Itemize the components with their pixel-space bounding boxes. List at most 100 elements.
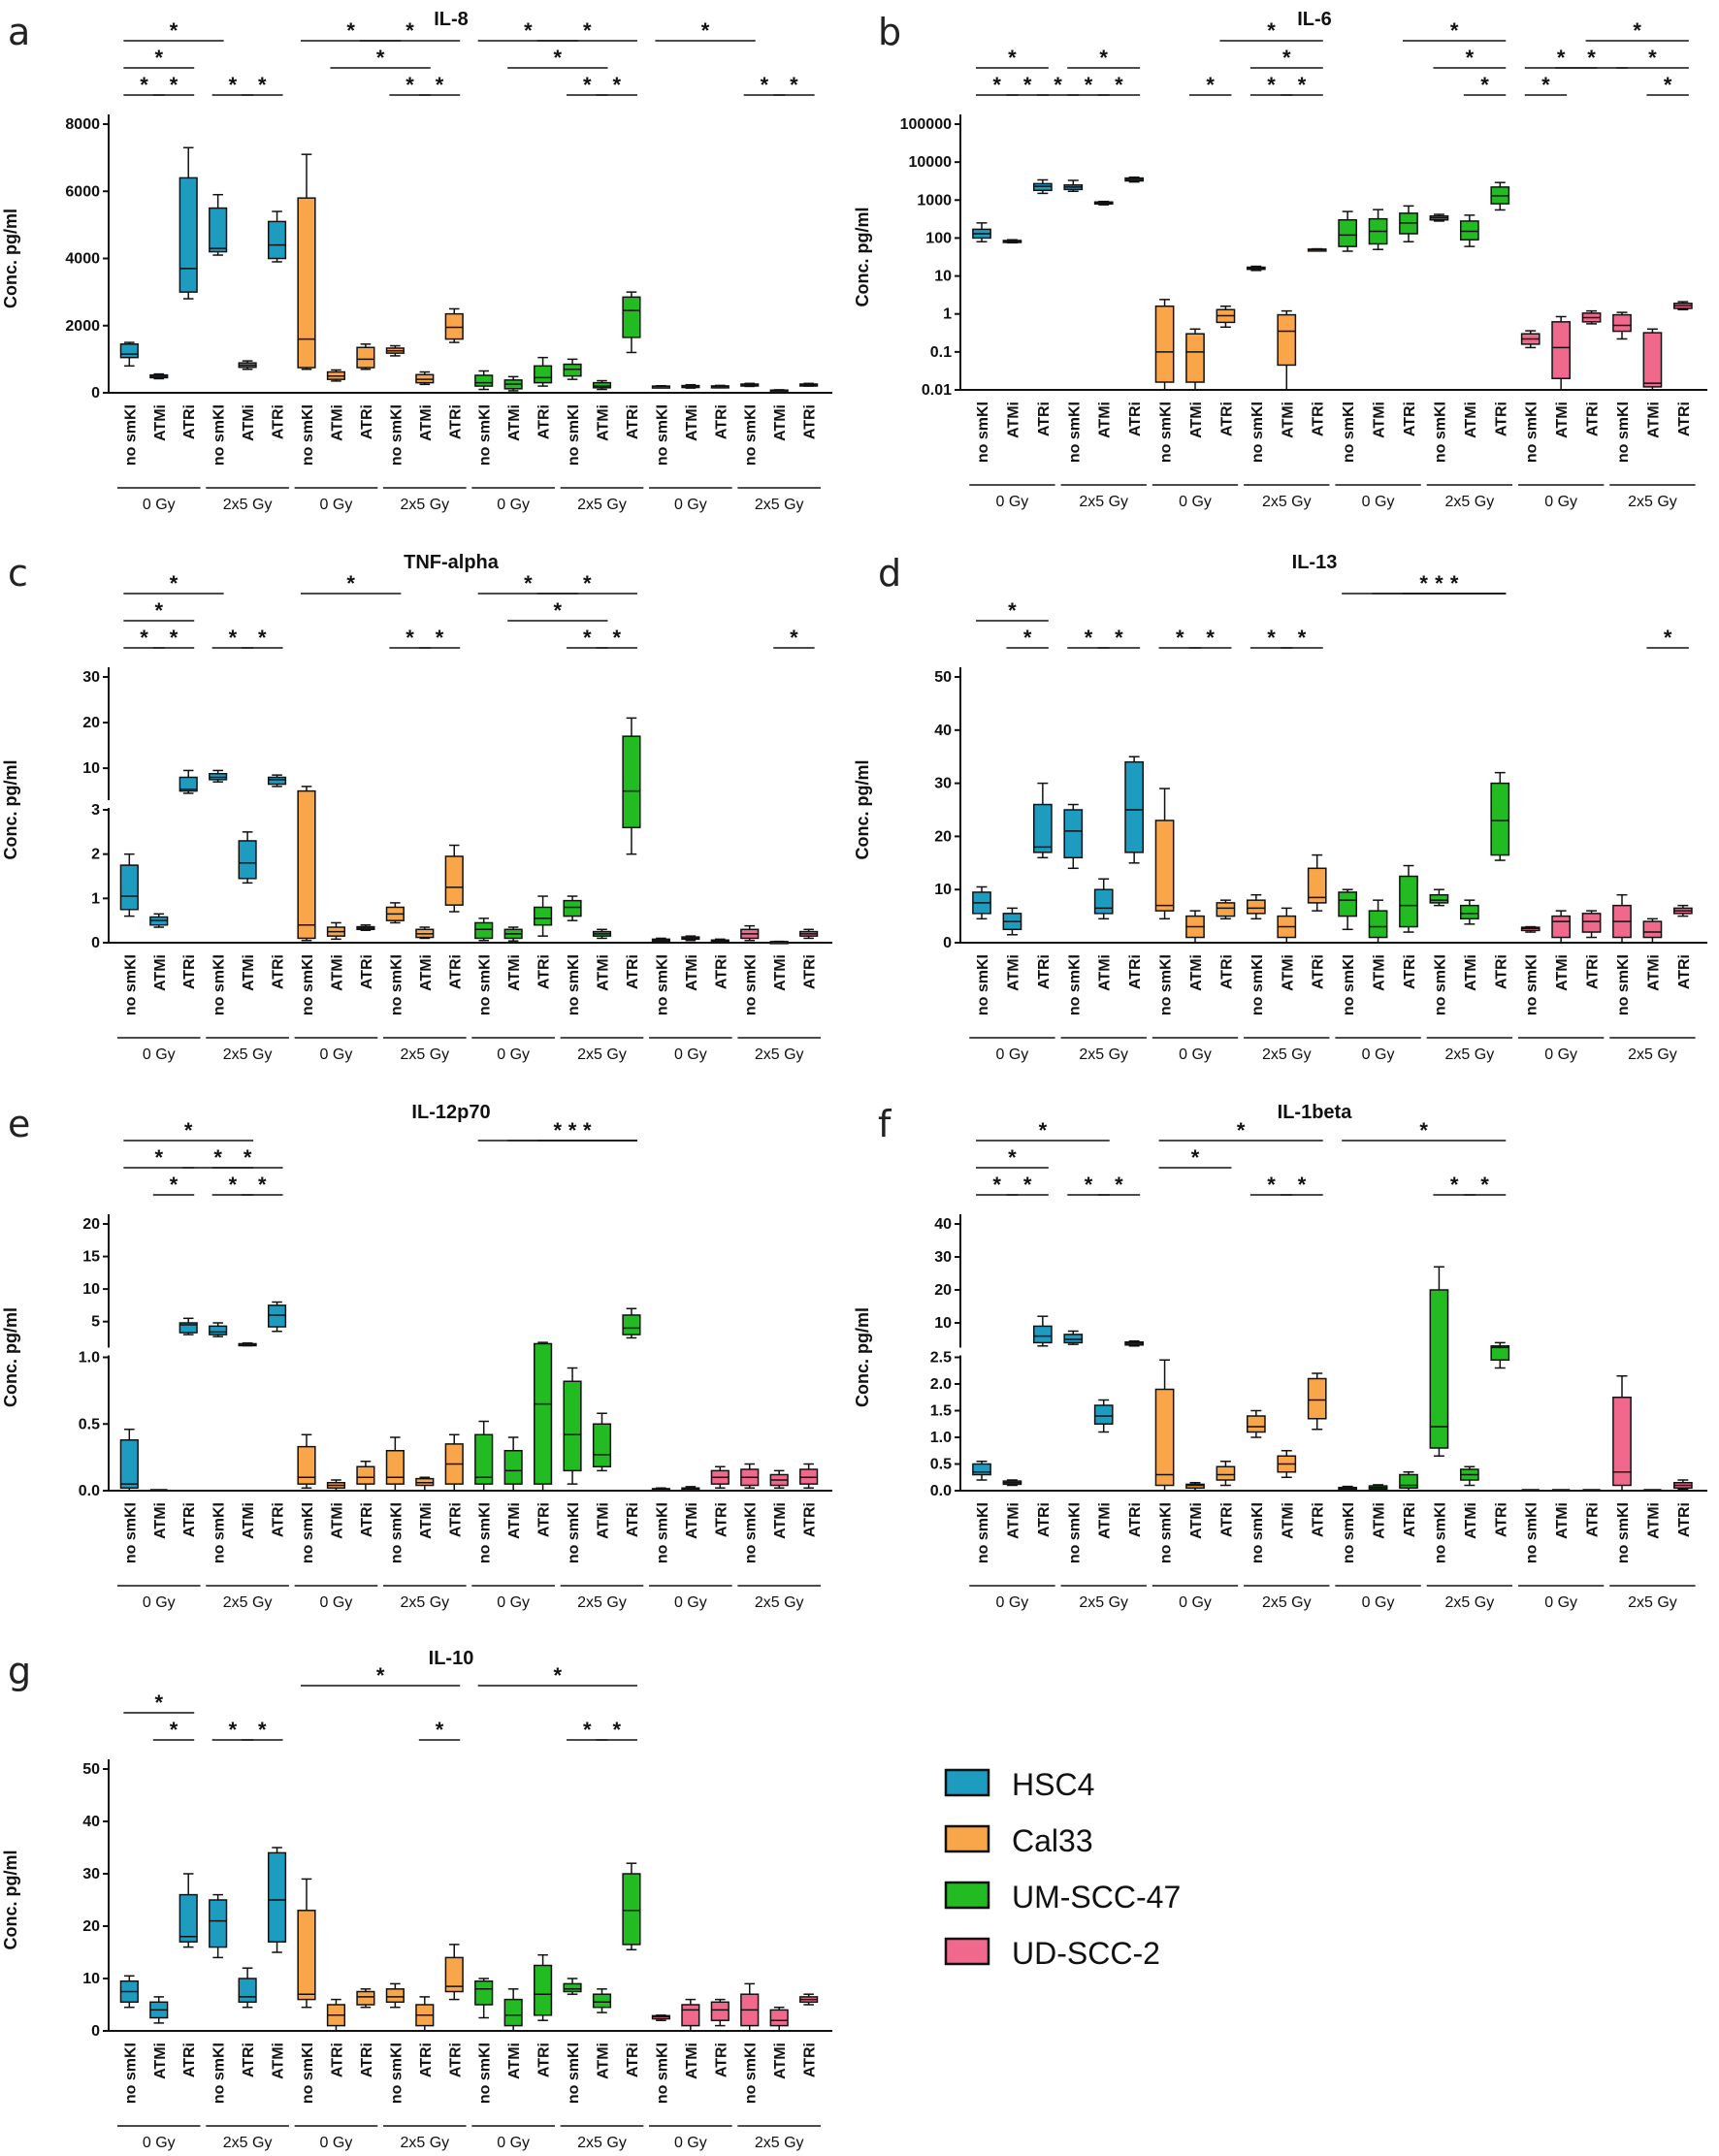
x-category-label: ATRi — [802, 954, 819, 989]
box-3 — [209, 207, 228, 253]
sig-star: * — [258, 73, 267, 97]
legend-label: UD-SCC-2 — [1012, 1936, 1160, 1971]
x-category-label: no smKI — [300, 954, 316, 1015]
box-11 — [1307, 867, 1327, 904]
sig-star: * — [1557, 46, 1566, 70]
box-2 — [178, 177, 198, 293]
y-axis-label: Conc. pg/ml — [1, 760, 20, 860]
box-15 — [1429, 893, 1449, 904]
box-13 — [503, 1450, 523, 1485]
y-axis-label: Conc. pg/ml — [1, 1850, 20, 1950]
x-category-label: ATMi — [1372, 954, 1388, 991]
y-tick-label: 10 — [934, 1315, 952, 1332]
sig-star: * — [405, 18, 414, 43]
dose-label: 2x5 Gy — [1628, 494, 1677, 510]
dose-label: 2x5 Gy — [223, 1594, 273, 1611]
panel-b: b IL-6 Conc. pg/ml 0.01 0.1 1 10 100 1000 10000 10… — [853, 9, 1707, 510]
x-category-label: ATRi — [802, 2043, 819, 2077]
sig-star: * — [258, 1173, 267, 1197]
box-3 — [1063, 809, 1084, 859]
x-category-label: no smKI — [477, 404, 494, 466]
dose-label: 2x5 Gy — [223, 497, 273, 513]
dose-label: 0 Gy — [1362, 1594, 1395, 1611]
sig-star: * — [1480, 1173, 1489, 1197]
x-category-label: ATMi — [329, 404, 345, 441]
dose-label: 0 Gy — [497, 1046, 530, 1063]
legend-swatch — [944, 1768, 990, 1797]
sig-star: * — [1008, 1145, 1017, 1170]
y-tick-label: 10 — [934, 882, 952, 898]
x-category-label: no smKI — [122, 2043, 139, 2104]
sig-star: * — [583, 626, 592, 650]
x-category-label: ATRi — [1218, 1502, 1235, 1537]
x-category-label: ATMi — [772, 954, 789, 991]
box-21 — [1612, 313, 1632, 333]
y-tick-label: 30 — [82, 1866, 100, 1882]
box-8 — [1216, 902, 1236, 917]
y-tick-label: 6000 — [65, 183, 100, 200]
sig-star: * — [1298, 73, 1307, 97]
box-4 — [1093, 1404, 1114, 1425]
box-12 — [474, 921, 494, 940]
dose-label: 0 Gy — [497, 497, 530, 513]
x-category-label: no smKI — [1341, 402, 1357, 463]
x-category-label: ATRi — [1127, 402, 1144, 436]
box-0 — [119, 343, 139, 359]
dose-label: 2x5 Gy — [1628, 1046, 1677, 1063]
dose-label: 2x5 Gy — [755, 1046, 804, 1063]
sig-star: * — [229, 1173, 238, 1197]
box-11 — [444, 312, 464, 340]
x-category-label: ATMi — [1372, 402, 1388, 438]
dose-label: 2x5 Gy — [755, 497, 804, 513]
x-category-label: ATRi — [1127, 1502, 1144, 1537]
sig-star: * — [346, 571, 355, 595]
y-tick-label: 10 — [82, 1281, 100, 1298]
box-15 — [563, 363, 582, 377]
box-22 — [1642, 332, 1663, 388]
box-6 — [297, 1445, 316, 1485]
sig-star: * — [1267, 626, 1276, 650]
box-13 — [503, 1998, 523, 2027]
dose-label: 0 Gy — [674, 497, 707, 513]
x-category-label: ATRi — [713, 1502, 730, 1537]
box-4 — [1093, 888, 1114, 915]
y-tick-label: 1000 — [917, 192, 952, 209]
x-category-label: no smKI — [1158, 1502, 1175, 1563]
y-tick-label: 0.0 — [930, 1483, 952, 1499]
sig-star: * — [1191, 1145, 1200, 1170]
x-category-label: no smKI — [654, 954, 670, 1015]
x-category-label: no smKI — [1432, 954, 1448, 1015]
axis-break — [957, 1347, 964, 1356]
y-tick-label: 10 — [934, 269, 952, 285]
x-category-label: ATRi — [1402, 1502, 1418, 1537]
x-category-label: ATMi — [1645, 402, 1662, 438]
x-category-label: no smKI — [211, 954, 228, 1015]
x-category-label: no smKI — [743, 404, 760, 466]
x-category-label: ATRi — [1676, 954, 1693, 989]
x-category-label: no smKI — [300, 1502, 316, 1563]
x-category-label: ATRi — [1311, 1502, 1327, 1537]
box-2 — [178, 1322, 198, 1334]
y-tick-label: 0 — [91, 2023, 100, 2040]
x-category-label: ATRi — [536, 1502, 553, 1537]
y-tick-label: 10 — [82, 1971, 100, 1987]
y-tick-label: 20 — [82, 1918, 100, 1935]
sig-star: * — [1267, 1173, 1276, 1197]
panel-c: c TNF-alpha Conc. pg/ml 0 1 2 3 10 20 30 no smKI AT… — [1, 552, 832, 1063]
dose-label: 0 Gy — [497, 2135, 530, 2151]
box-2 — [178, 776, 198, 792]
dose-label: 2x5 Gy — [400, 1594, 449, 1611]
sig-star: * — [612, 73, 621, 97]
dose-label: 2x5 Gy — [577, 1594, 627, 1611]
sig-star: * — [170, 1718, 178, 1742]
sig-star: * — [568, 1118, 577, 1142]
y-tick-label: 50 — [934, 669, 952, 686]
panel-title: IL-1beta — [1278, 1102, 1353, 1123]
x-category-label: ATRi — [625, 1502, 641, 1537]
dose-label: 0 Gy — [996, 494, 1029, 510]
sig-star: * — [170, 73, 178, 97]
box-11 — [444, 855, 464, 906]
box-9 — [385, 1988, 405, 2004]
box-14 — [534, 906, 553, 926]
box-4 — [238, 840, 257, 880]
